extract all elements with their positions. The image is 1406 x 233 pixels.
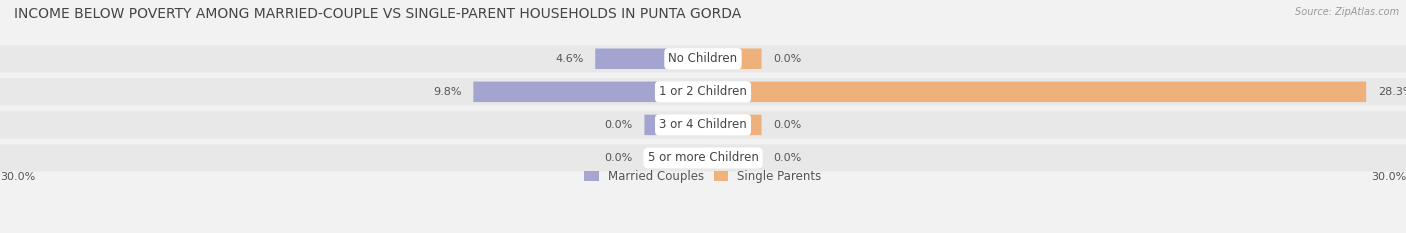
- FancyBboxPatch shape: [0, 78, 1406, 105]
- Text: No Children: No Children: [668, 52, 738, 65]
- Text: 1 or 2 Children: 1 or 2 Children: [659, 85, 747, 98]
- FancyBboxPatch shape: [0, 144, 1406, 171]
- FancyBboxPatch shape: [0, 111, 1406, 138]
- FancyBboxPatch shape: [703, 82, 1367, 102]
- Text: 0.0%: 0.0%: [773, 153, 801, 163]
- FancyBboxPatch shape: [595, 48, 703, 69]
- Legend: Married Couples, Single Parents: Married Couples, Single Parents: [585, 170, 821, 183]
- Text: 0.0%: 0.0%: [773, 54, 801, 64]
- Text: 0.0%: 0.0%: [773, 120, 801, 130]
- FancyBboxPatch shape: [644, 148, 703, 168]
- FancyBboxPatch shape: [703, 115, 762, 135]
- FancyBboxPatch shape: [703, 48, 762, 69]
- Text: 3 or 4 Children: 3 or 4 Children: [659, 118, 747, 131]
- Text: 9.8%: 9.8%: [433, 87, 461, 97]
- Text: 30.0%: 30.0%: [0, 172, 35, 182]
- Text: 0.0%: 0.0%: [605, 153, 633, 163]
- Text: 30.0%: 30.0%: [1371, 172, 1406, 182]
- Text: Source: ZipAtlas.com: Source: ZipAtlas.com: [1295, 7, 1399, 17]
- FancyBboxPatch shape: [474, 82, 703, 102]
- FancyBboxPatch shape: [703, 148, 762, 168]
- Text: 28.3%: 28.3%: [1378, 87, 1406, 97]
- Text: 5 or more Children: 5 or more Children: [648, 151, 758, 164]
- FancyBboxPatch shape: [644, 115, 703, 135]
- Text: 4.6%: 4.6%: [555, 54, 583, 64]
- Text: INCOME BELOW POVERTY AMONG MARRIED-COUPLE VS SINGLE-PARENT HOUSEHOLDS IN PUNTA G: INCOME BELOW POVERTY AMONG MARRIED-COUPL…: [14, 7, 741, 21]
- FancyBboxPatch shape: [0, 45, 1406, 72]
- Text: 0.0%: 0.0%: [605, 120, 633, 130]
